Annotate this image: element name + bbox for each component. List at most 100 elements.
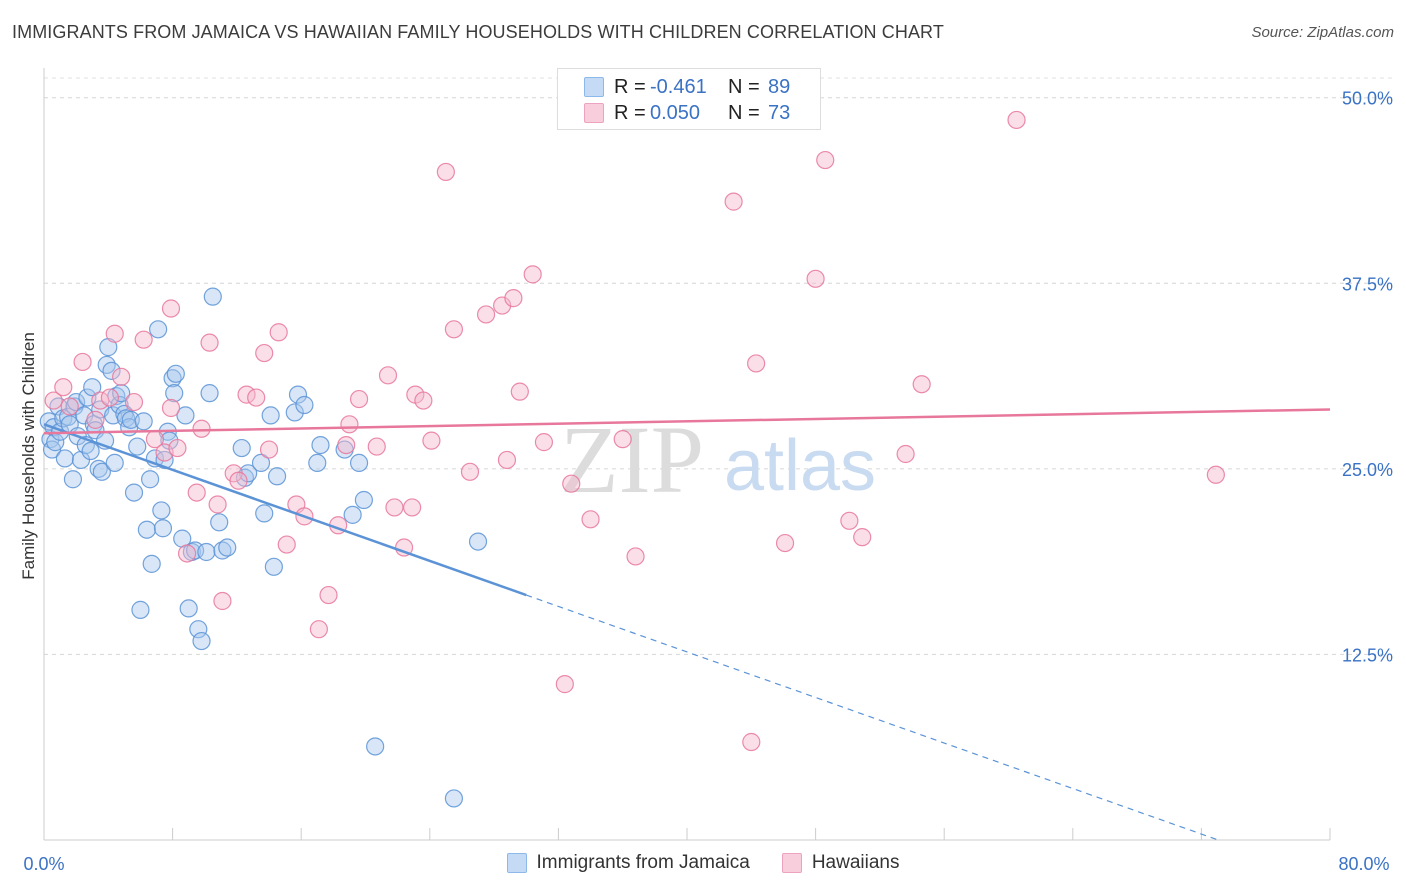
data-point [840, 511, 859, 530]
data-point [403, 498, 422, 517]
data-point [44, 391, 63, 410]
data-point [213, 541, 232, 560]
trend-line [43, 408, 1331, 435]
data-point [319, 585, 338, 605]
watermark-atlas: atlas [724, 426, 876, 506]
legend-r-label: R = [614, 101, 646, 124]
data-point [153, 519, 173, 538]
legend-n-label: N = [728, 101, 760, 124]
data-point [89, 459, 108, 478]
data-point [232, 438, 251, 458]
data-point [63, 470, 83, 489]
data-point [55, 449, 74, 468]
data-point [218, 538, 237, 557]
data-point [165, 384, 184, 403]
data-point [912, 375, 931, 394]
data-point [422, 431, 441, 450]
data-point [816, 150, 835, 170]
data-point [166, 364, 185, 383]
data-point [261, 406, 280, 425]
x-tick-label: 80.0% [1338, 854, 1389, 874]
data-point [100, 388, 120, 407]
data-point [555, 675, 574, 694]
data-point [187, 483, 206, 502]
axes [43, 68, 1331, 841]
data-point [806, 269, 825, 288]
data-point [208, 495, 227, 514]
y-axis-label: Family Households with Children [19, 332, 38, 580]
x-tick-label: 0.0% [23, 854, 64, 874]
data-point [724, 192, 743, 211]
data-point [343, 505, 362, 524]
data-point [73, 352, 92, 372]
data-point [142, 554, 161, 573]
data-point [444, 320, 464, 339]
data-point [444, 789, 464, 808]
data-point [105, 324, 124, 343]
data-point [192, 419, 211, 438]
data-point [414, 391, 433, 410]
data-point [168, 438, 187, 458]
legend-row-hawaiians: R = 0.050 N = 73 [584, 101, 790, 125]
y-tick-label: 50.0% [1342, 89, 1393, 109]
data-point [288, 385, 308, 404]
data-point [251, 453, 271, 473]
data-point [134, 412, 153, 431]
legend-n-value: 73 [768, 101, 791, 124]
data-point [896, 444, 915, 464]
data-point [340, 415, 359, 434]
data-point [1206, 465, 1225, 484]
data-point [229, 471, 248, 490]
legend-item-hawaiians: Hawaiians [781, 852, 900, 874]
data-point [747, 354, 766, 373]
data-point [247, 388, 266, 407]
data-point [497, 450, 517, 470]
data-point [493, 296, 512, 315]
data-point [460, 462, 480, 481]
trend-lines [43, 408, 1331, 841]
data-point [309, 620, 328, 639]
data-point [367, 437, 386, 456]
data-point [436, 162, 455, 182]
data-point [92, 462, 111, 481]
data-point [86, 410, 105, 429]
y-tick-label: 37.5% [1342, 274, 1393, 294]
data-point [504, 289, 523, 308]
data-point [81, 441, 100, 461]
series-hawaiians-points [44, 110, 1225, 752]
data-point [259, 440, 279, 459]
data-point [128, 437, 147, 456]
data-point [613, 430, 632, 449]
data-point [510, 382, 529, 401]
data-point [137, 520, 156, 539]
data-point [295, 395, 314, 415]
data-point [468, 532, 488, 551]
data-point [54, 378, 73, 397]
legend-swatch-hawaiians [584, 103, 604, 123]
data-point [203, 287, 222, 306]
data-point [134, 330, 153, 349]
data-point [60, 397, 79, 416]
data-point [264, 557, 283, 576]
legend-label-hawaiians: Hawaiians [811, 852, 900, 873]
legend-item-jamaica: Immigrants from Jamaica [506, 852, 750, 874]
data-point [112, 367, 131, 386]
data-point [742, 732, 761, 752]
data-point [308, 453, 327, 473]
data-point [1007, 110, 1026, 130]
gridlines [44, 77, 1392, 655]
data-point [476, 305, 496, 324]
data-point [562, 474, 581, 493]
data-point [523, 265, 542, 284]
data-point [626, 547, 645, 566]
data-point [97, 355, 116, 375]
data-point [349, 453, 369, 473]
legend-swatch-hawaiians [781, 853, 802, 873]
data-point [337, 435, 356, 455]
legend-n-label: N = [728, 75, 760, 98]
series-legend: Immigrants from Jamaica Hawaiians [0, 852, 1406, 874]
data-point [385, 498, 404, 517]
data-point [200, 384, 219, 403]
data-point [239, 464, 258, 483]
